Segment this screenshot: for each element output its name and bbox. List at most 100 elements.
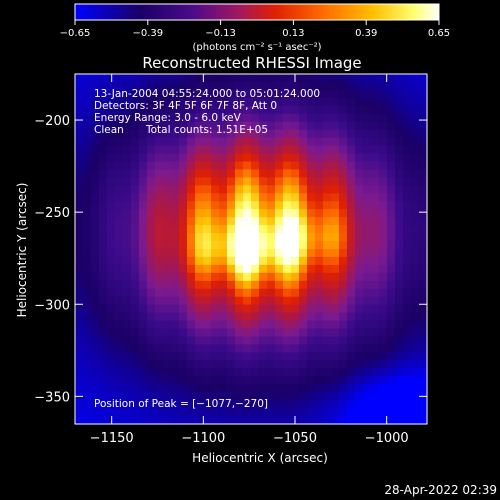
heatmap-cell [315, 272, 324, 282]
heatmap-cell [339, 360, 348, 369]
heatmap-cell [115, 201, 124, 210]
heatmap-cell [387, 304, 396, 314]
heatmap-cell [339, 241, 348, 250]
heatmap-cell [123, 416, 132, 425]
heatmap-cell [163, 129, 172, 139]
heatmap-cell [195, 145, 204, 155]
heatmap-cell [267, 280, 276, 290]
heatmap-cell [203, 256, 212, 266]
heatmap-cell [251, 400, 260, 409]
heatmap-cell [387, 392, 396, 401]
heatmap-cell [339, 161, 348, 171]
heatmap-cell [307, 153, 316, 163]
heatmap-cell [131, 336, 140, 346]
heatmap-cell [203, 233, 212, 242]
heatmap-cell [411, 217, 420, 226]
heatmap-cell [275, 304, 284, 314]
heatmap-cell [387, 360, 396, 369]
heatmap-cell [123, 129, 132, 139]
heatmap-cell [75, 416, 84, 425]
heatmap-cell [371, 81, 380, 91]
heatmap-cell [147, 320, 156, 330]
heatmap-cell [387, 161, 396, 171]
heatmap-cell [259, 225, 268, 234]
heatmap-cell [411, 352, 420, 361]
heatmap-cell [227, 185, 236, 194]
heatmap-cell [179, 129, 188, 139]
heatmap-cell [243, 249, 252, 258]
heatmap-cell [99, 81, 108, 91]
heatmap-cell [419, 105, 428, 115]
heatmap-cell [315, 89, 324, 99]
heatmap-cell [355, 296, 364, 306]
heatmap-cell [251, 392, 260, 401]
heatmap-cell [419, 360, 428, 369]
heatmap-cell [315, 344, 324, 353]
heatmap-cell [243, 177, 252, 186]
heatmap-cell [107, 97, 116, 107]
heatmap-cell [251, 129, 260, 139]
heatmap-cell [195, 336, 204, 346]
heatmap-cell [147, 185, 156, 194]
heatmap-cell [267, 161, 276, 171]
heatmap-cell [355, 400, 364, 409]
heatmap-cell [163, 368, 172, 377]
heatmap-cell [163, 121, 172, 131]
heatmap-cell [227, 89, 236, 99]
heatmap-cell [115, 161, 124, 171]
heatmap-cell [147, 217, 156, 226]
heatmap-cell [147, 352, 156, 361]
heatmap-cell [315, 81, 324, 91]
heatmap-cell [315, 296, 324, 306]
heatmap-cell [251, 89, 260, 99]
heatmap-cell [99, 296, 108, 306]
colorbar-tick-label: 0.65 [428, 28, 450, 39]
heatmap-cell [107, 209, 116, 218]
heatmap-cell [307, 185, 316, 194]
heatmap-cell [219, 272, 228, 282]
heatmap-cell [387, 328, 396, 338]
heatmap-cell [379, 209, 388, 218]
heatmap-cell [251, 416, 260, 425]
heatmap-cell [419, 161, 428, 171]
heatmap-cell [195, 241, 204, 250]
heatmap-cell [403, 352, 412, 361]
heatmap-cell [203, 280, 212, 290]
heatmap-cell [379, 74, 388, 83]
heatmap-cell [331, 320, 340, 330]
heatmap-cell [75, 74, 84, 83]
heatmap-cell [163, 209, 172, 218]
heatmap-cell [339, 81, 348, 91]
heatmap-cell [115, 344, 124, 353]
heatmap-cell [355, 336, 364, 346]
heatmap-cell [243, 336, 252, 346]
heatmap-cell [331, 177, 340, 186]
heatmap-cell [115, 296, 124, 306]
heatmap-cell [347, 376, 356, 385]
heatmap-cell [395, 360, 404, 369]
heatmap-cell [147, 344, 156, 353]
heatmap-cell [323, 264, 332, 274]
heatmap-cell [91, 137, 100, 147]
heatmap-cell [83, 225, 92, 234]
heatmap-cell [235, 121, 244, 131]
heatmap-cell [387, 145, 396, 155]
heatmap-cell [107, 320, 116, 330]
heatmap-cell [91, 320, 100, 330]
heatmap-cell [347, 81, 356, 91]
heatmap-cell [347, 408, 356, 417]
heatmap-cell [83, 320, 92, 330]
heatmap-cell [171, 408, 180, 417]
heatmap-cell [347, 225, 356, 234]
heatmap-cell [107, 288, 116, 298]
heatmap-cell [339, 408, 348, 417]
heatmap-cell [83, 209, 92, 218]
heatmap-cell [139, 225, 148, 234]
heatmap-cell [195, 177, 204, 186]
heatmap-cell [403, 408, 412, 417]
heatmap-cell [291, 89, 300, 99]
heatmap-cell [267, 121, 276, 131]
heatmap-cell [83, 233, 92, 242]
heatmap-cell [99, 201, 108, 210]
heatmap-cell [307, 256, 316, 266]
